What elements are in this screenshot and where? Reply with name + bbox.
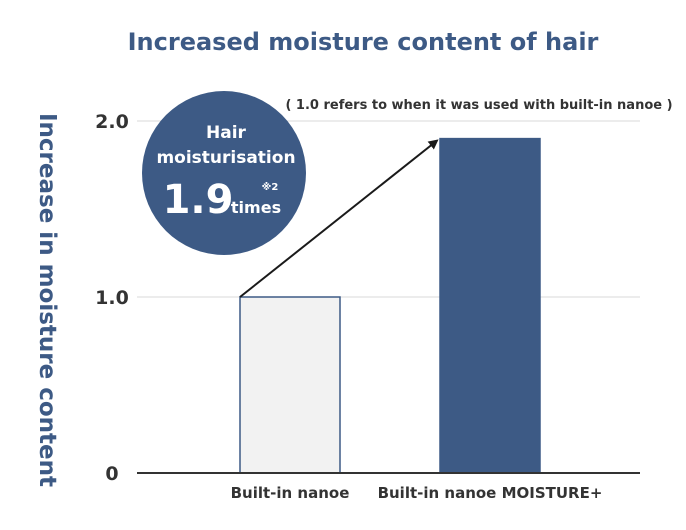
category-labels: Built-in nanoe Built-in nanoe MOISTURE+: [231, 484, 603, 502]
y-tick-label: 0: [105, 463, 118, 485]
category-label: Built-in nanoe: [231, 484, 350, 502]
category-label: Built-in nanoe MOISTURE+: [378, 484, 603, 502]
reference-note: ( 1.0 refers to when it was used with bu…: [285, 98, 672, 113]
y-tick-label: 2.0: [95, 111, 129, 133]
badge-line2: moisturisation: [156, 148, 295, 168]
badge-footnote: ※2: [262, 181, 279, 193]
y-axis-label: Increase in moisture content: [34, 113, 60, 487]
bar: [239, 296, 341, 474]
bars: [239, 137, 541, 474]
badge-circle: [142, 91, 306, 255]
badge-line1: Hair: [206, 123, 247, 143]
badge-value: 1.9: [163, 177, 234, 223]
chart-title: Increased moisture content of hair: [128, 28, 599, 56]
badge-unit: times: [231, 198, 281, 217]
increase-arrow: [239, 139, 439, 298]
bar: [439, 137, 541, 474]
y-tick-label: 1.0: [95, 287, 129, 309]
moisture-badge: Hair moisturisation 1.9 times ※2: [142, 91, 306, 255]
y-tick-labels: 0 1.0 2.0: [95, 111, 129, 485]
